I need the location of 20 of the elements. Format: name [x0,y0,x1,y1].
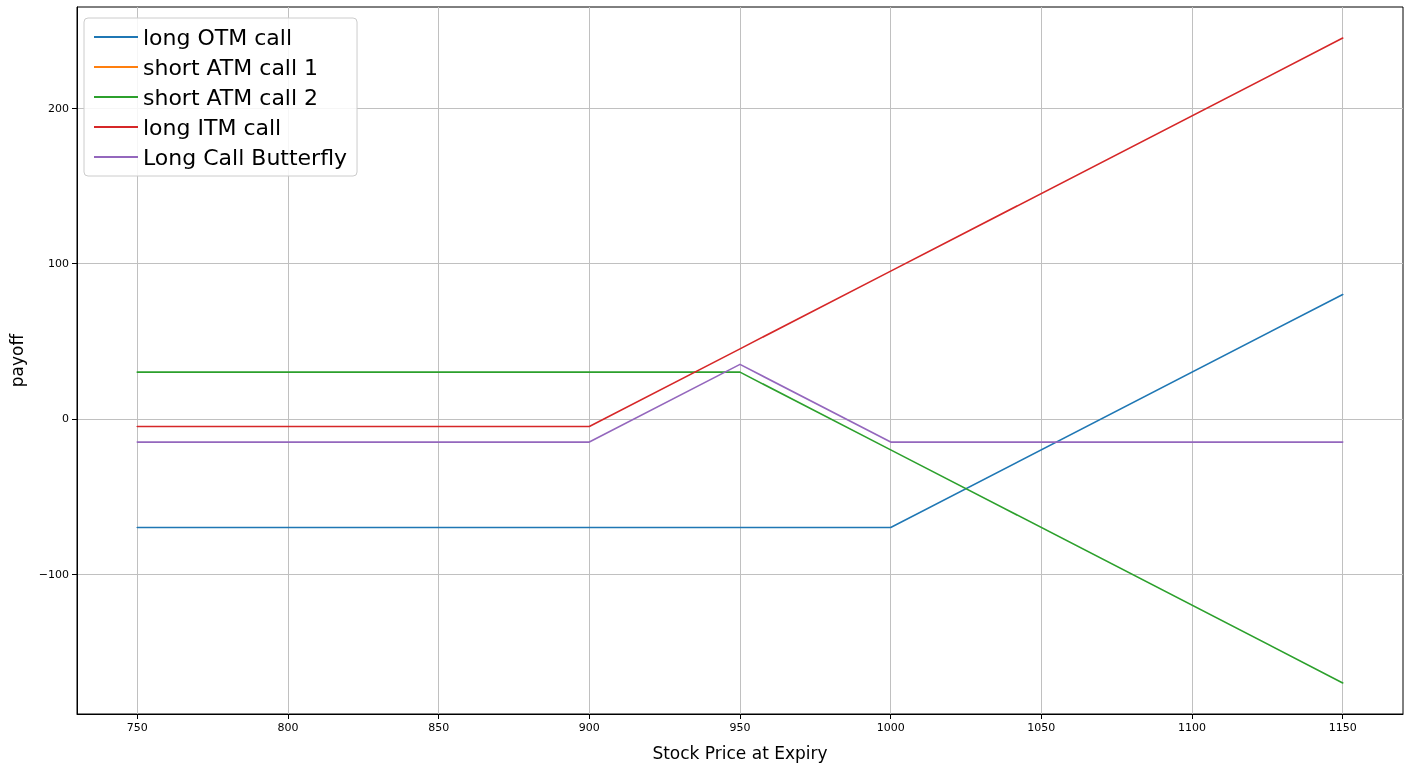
x-tick-label: 1150 [1328,721,1357,734]
y-tick-label: 100 [48,256,69,270]
y-tick-label: 200 [48,101,69,115]
x-tick-label: 1100 [1178,721,1207,734]
x-tick-label: 1050 [1027,721,1056,734]
legend-label: short ATM call 1 [143,54,319,80]
legend-label: long ITM call [143,114,282,140]
y-tick-label: 0 [62,412,69,426]
y-axis-title: payoff [6,332,27,388]
x-tick-label: 750 [126,721,148,734]
legend-label: Long Call Butterfly [143,144,348,170]
y-tick-label: −100 [38,567,69,581]
x-tick-label: 950 [729,721,751,734]
x-axis-title: Stock Price at Expiry [652,742,828,763]
legend-label: short ATM call 2 [143,84,319,110]
x-tick-label: 800 [277,721,299,734]
legend-label: long OTM call [143,24,293,50]
x-tick-label: 1000 [876,721,905,734]
x-tick-label: 850 [428,721,450,734]
x-tick-label: 900 [578,721,600,734]
